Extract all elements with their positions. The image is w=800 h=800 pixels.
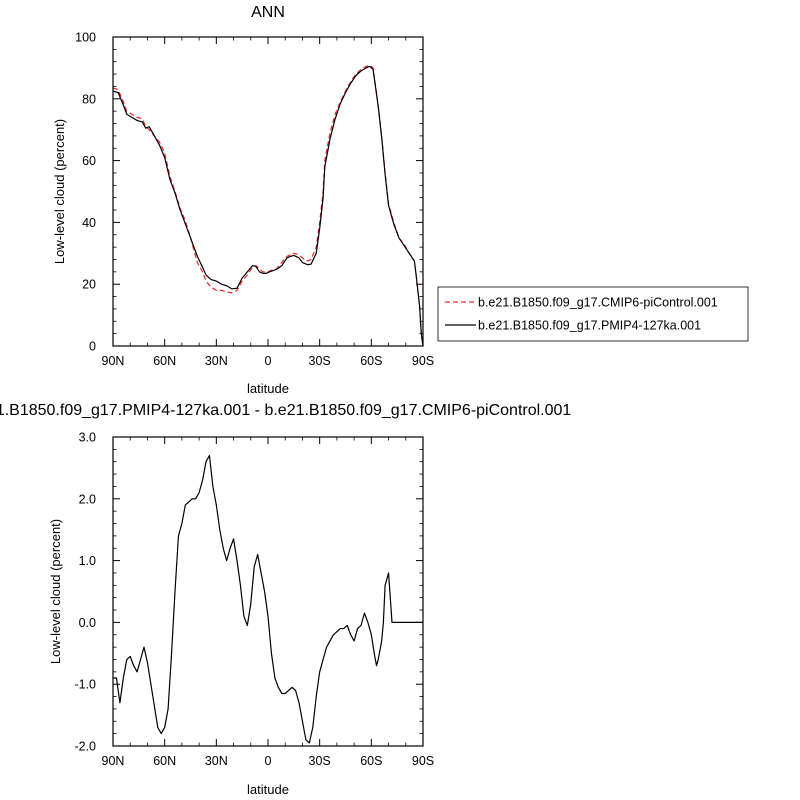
bottom-y-axis-label: Low-level cloud (percent) xyxy=(48,519,63,664)
top-x-tick-label: 60S xyxy=(360,354,382,368)
bottom-x-tick-label: 60S xyxy=(360,754,382,768)
top-x-tick-label: 30S xyxy=(309,354,331,368)
top-series-lines xyxy=(112,64,424,347)
bottom-axis-ticks: 90N 60N 30N 0 30S 60S 90S -2.0 -1.0 0.0 1.0 2.0 3.0 xyxy=(74,431,434,769)
bottom-y-tick-label: -2.0 xyxy=(74,740,96,754)
bottom-x-axis-label: latitude xyxy=(247,782,289,797)
top-y-tick-label: 80 xyxy=(82,92,96,106)
top-plot-frame xyxy=(112,36,424,347)
bottom-panel: b.e21.B1850.f09_g17.PMIP4-127ka.001 - b.… xyxy=(0,402,571,797)
bottom-y-tick-label: 0.0 xyxy=(79,616,96,630)
bottom-y-tick-label: 2.0 xyxy=(79,492,96,506)
top-panel: ANN 90N 60N 30N 0 30S 60S 90S 0 20 40 60 80 100 lati… xyxy=(52,4,749,396)
bottom-chart-title: b.e21.B1850.f09_g17.PMIP4-127ka.001 - b.… xyxy=(0,402,571,419)
bottom-y-tick-label: -1.0 xyxy=(74,678,96,692)
top-axis-ticks: 90N 60N 30N 0 30S 60S 90S 0 20 40 60 80 100 xyxy=(75,31,434,369)
top-y-tick-label: 20 xyxy=(82,278,96,292)
bottom-x-tick-label: 30S xyxy=(309,754,331,768)
legend: b.e21.B1850.f09_g17.CMIP6-piControl.001 … xyxy=(437,286,749,342)
top-x-axis-label: latitude xyxy=(247,381,289,396)
bottom-x-tick-label: 30N xyxy=(205,754,228,768)
top-y-tick-label: 0 xyxy=(89,340,96,354)
bottom-series-lines xyxy=(113,454,423,744)
bottom-x-tick-label: 90N xyxy=(102,754,125,768)
top-x-tick-label: 60N xyxy=(153,354,176,368)
top-y-tick-label: 100 xyxy=(75,31,96,45)
bottom-y-tick-label: 3.0 xyxy=(79,431,96,445)
legend-label-127ka: b.e21.B1850.f09_g17.PMIP4-127ka.001 xyxy=(478,319,701,333)
top-chart-title: ANN xyxy=(251,4,285,21)
bottom-series-line-0 xyxy=(113,454,423,744)
legend-label-picontrol: b.e21.B1850.f09_g17.CMIP6-piControl.001 xyxy=(478,296,718,310)
top-x-tick-label: 30N xyxy=(205,354,228,368)
bottom-x-tick-label: 90S xyxy=(412,754,434,768)
top-x-tick-label: 0 xyxy=(265,354,272,368)
legend-box xyxy=(437,286,749,342)
bottom-x-tick-label: 60N xyxy=(153,754,176,768)
bottom-y-tick-label: 1.0 xyxy=(79,554,96,568)
top-x-tick-label: 90S xyxy=(412,354,434,368)
top-y-axis-label: Low-level cloud (percent) xyxy=(52,119,67,264)
bottom-plot-frame xyxy=(112,436,424,747)
top-x-tick-label: 90N xyxy=(102,354,125,368)
top-y-tick-label: 40 xyxy=(82,216,96,230)
top-series-line-0 xyxy=(112,64,424,347)
top-series-line-1 xyxy=(112,65,424,347)
top-y-tick-label: 60 xyxy=(82,154,96,168)
bottom-x-tick-label: 0 xyxy=(265,754,272,768)
